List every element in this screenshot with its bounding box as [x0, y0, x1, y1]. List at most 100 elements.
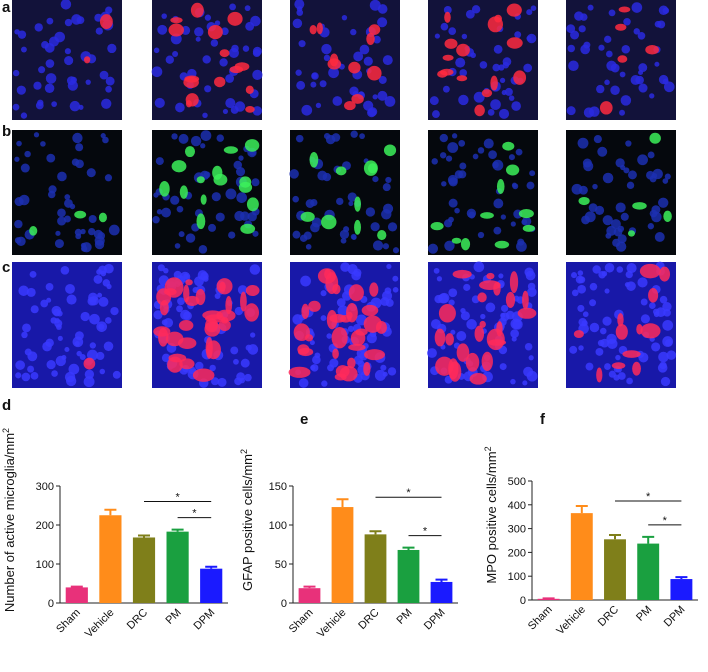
y-axis-label-text: MPO positive cells/mm [484, 451, 499, 583]
stained-cell [309, 151, 319, 168]
nucleus [620, 95, 632, 106]
nucleus [500, 312, 510, 322]
stained-cell [305, 334, 314, 342]
nucleus [74, 341, 80, 347]
nucleus [53, 308, 61, 317]
nucleus [608, 9, 616, 17]
nucleus [161, 13, 167, 19]
stained-cell [649, 132, 661, 144]
nucleus [84, 369, 95, 379]
nucleus [219, 58, 228, 67]
nucleus [386, 263, 392, 270]
nucleus [102, 136, 109, 144]
nucleus [104, 263, 114, 274]
nucleus [20, 163, 30, 173]
stained-cell [346, 302, 358, 323]
nucleus [234, 101, 246, 112]
nucleus [458, 94, 469, 106]
nucleus [236, 372, 245, 381]
nucleus [473, 261, 485, 273]
stained-cell [460, 237, 471, 251]
y-tick-label: 200 [508, 547, 526, 559]
nucleus [610, 85, 620, 96]
nucleus [33, 132, 40, 138]
nucleus [105, 85, 112, 93]
nucleus [16, 85, 26, 95]
nucleus [504, 87, 513, 96]
nucleus [638, 83, 648, 93]
nucleus [203, 171, 211, 179]
y-tick-label: 0 [48, 598, 54, 610]
nucleus [485, 302, 496, 313]
stained-cell [451, 237, 462, 244]
stained-cell [486, 272, 495, 280]
stained-cell [308, 300, 321, 312]
nucleus [571, 183, 583, 195]
nucleus [83, 376, 95, 388]
stained-cell [205, 336, 213, 359]
nucleus [351, 234, 357, 240]
micrograph [152, 262, 262, 388]
nucleus [493, 44, 503, 54]
nucleus [511, 336, 517, 342]
nucleus [472, 153, 479, 160]
micrograph [288, 262, 400, 388]
nucleus [12, 69, 20, 77]
stained-cell [490, 75, 498, 91]
nucleus [385, 176, 392, 184]
stained-cell [301, 303, 310, 319]
nucleus [17, 30, 27, 39]
nucleus [214, 293, 221, 299]
nucleus [200, 130, 212, 141]
nucleus [459, 69, 467, 77]
nucleus [592, 265, 601, 274]
nucleus [359, 133, 365, 140]
stained-cell [517, 307, 537, 319]
nucleus [240, 358, 250, 368]
nucleus [613, 227, 623, 237]
stained-cell [298, 347, 314, 357]
y-tick-label: 200 [36, 520, 54, 532]
nucleus [80, 228, 86, 235]
stained-cell [596, 367, 603, 383]
nucleus [310, 81, 317, 88]
nucleus [104, 174, 113, 182]
nucleus [89, 342, 96, 349]
nucleus [153, 47, 160, 54]
nucleus [296, 80, 306, 90]
nucleus [372, 175, 379, 183]
nucleus [64, 48, 71, 55]
nucleus [429, 96, 439, 106]
nucleus [301, 104, 313, 116]
y-tick-label: 0 [520, 595, 526, 607]
stained-cell [348, 343, 366, 351]
error-bar [402, 546, 415, 550]
nucleus [20, 112, 28, 119]
nucleus [75, 233, 82, 240]
stained-cell [158, 327, 169, 347]
y-tick-label: 100 [269, 520, 287, 532]
nucleus [57, 335, 63, 341]
stained-cell [216, 309, 236, 322]
nucleus [516, 241, 527, 252]
nucleus [64, 346, 70, 353]
nucleus [46, 153, 56, 163]
stained-cell [171, 160, 187, 173]
nucleus [624, 282, 630, 288]
nucleus [242, 45, 250, 52]
x-tick-label: PM [634, 604, 654, 624]
nucleus [208, 223, 217, 232]
nucleus [638, 63, 648, 73]
significance-label: * [663, 515, 668, 527]
y-axis-label-text: Number of active microglia/mm [2, 433, 17, 612]
nucleus [582, 158, 592, 168]
significance-label: * [192, 508, 197, 520]
y-tick-label: 50 [275, 559, 287, 571]
y-axis-label-text: GFAP positive cells/mm [240, 454, 255, 591]
stained-cell [227, 11, 243, 26]
y-axis-label: Number of active microglia/mm2 [1, 428, 17, 612]
nucleus [15, 372, 22, 379]
nucleus [654, 61, 660, 67]
nucleus [155, 157, 164, 166]
nucleus [214, 20, 221, 26]
